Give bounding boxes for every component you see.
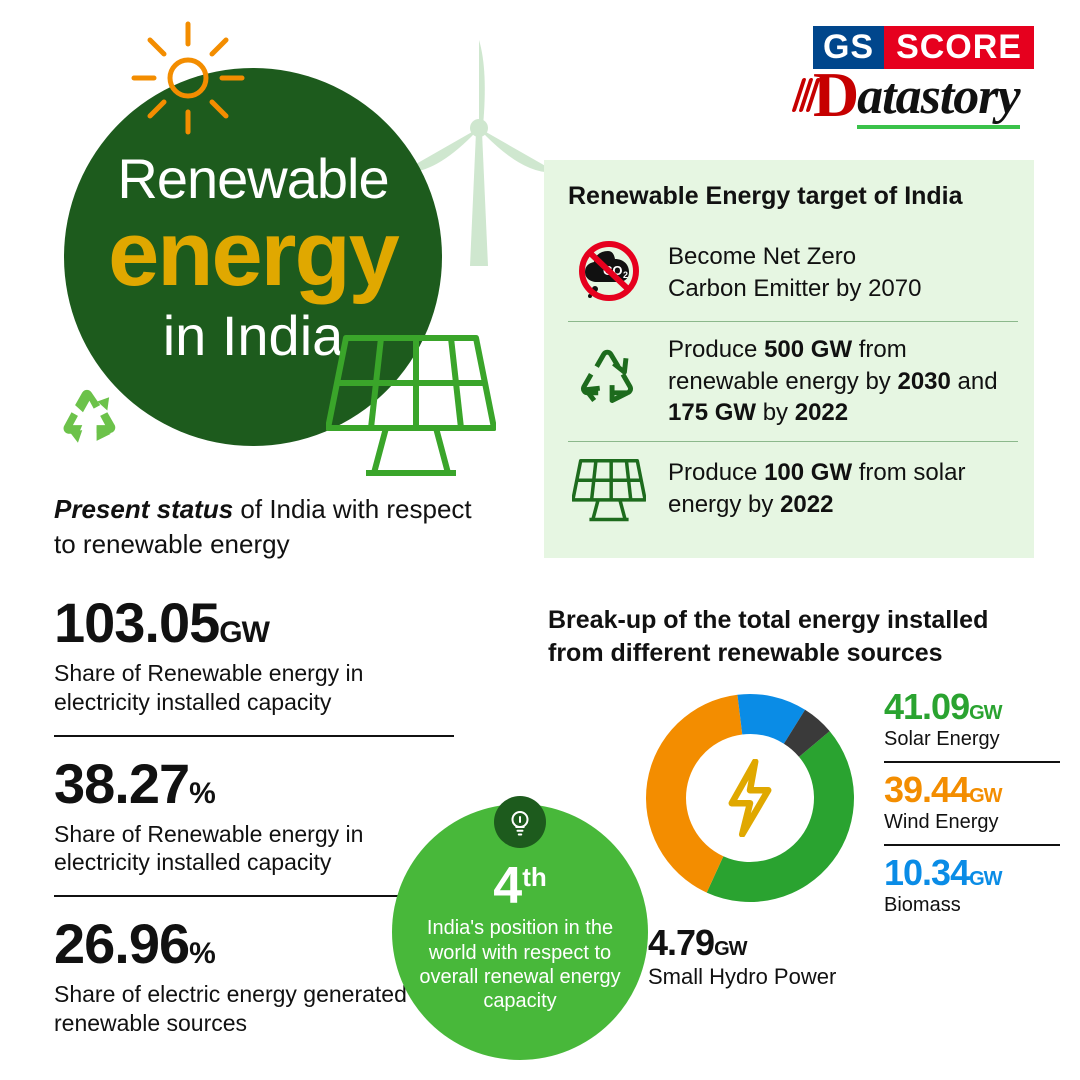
breakup-item: 10.34GW Biomass [884, 844, 1060, 927]
breakup-list: 41.09GW Solar Energy 39.44GW Wind Energy… [884, 680, 1060, 927]
donut-chart [640, 688, 860, 908]
target-row: CO 2 Become Net Zero Carbon Emitter by 2… [568, 225, 1018, 321]
bolt-icon [690, 738, 810, 858]
logo-atastory: atastory [857, 67, 1019, 126]
stat-item: 103.05GW Share of Renewable energy in el… [54, 576, 454, 735]
svg-text:2: 2 [623, 270, 628, 280]
targets-title: Renewable Energy target of India [568, 182, 1018, 211]
target-text: Produce 100 GW from solar energy by 2022 [668, 457, 1014, 520]
breakup-item: 39.44GW Wind Energy [884, 761, 1060, 844]
breakup-title: Break-up of the total energy installed f… [548, 604, 1038, 669]
recycle-icon [50, 380, 136, 466]
logo-stripes-icon [797, 78, 815, 112]
breakup-item: 41.09GW Solar Energy [884, 680, 1060, 761]
bulb-icon [494, 796, 546, 848]
brand-logo: GS SCORE D atastory [813, 26, 1034, 124]
rank-text: India's position in the world with respe… [410, 916, 630, 1014]
target-row: Produce 500 GW from renewable energy by … [568, 321, 1018, 441]
target-text: Produce 500 GW from renewable energy by … [668, 334, 1014, 429]
no-co2-icon: CO 2 [572, 237, 646, 309]
stat-item: 38.27% Share of Renewable energy in elec… [54, 735, 454, 896]
hero-line1: Renewable [117, 146, 388, 211]
sun-icon [128, 18, 248, 138]
hero-line3: in India [163, 303, 344, 368]
hero-line2: energy [108, 217, 398, 292]
solar-panel-small-icon [572, 454, 646, 524]
solar-panel-icon [326, 328, 496, 478]
breakup-hydro: 4.79GW Small Hydro Power [648, 922, 848, 990]
rank-number: 4th [493, 860, 546, 912]
logo-d: D [813, 66, 859, 124]
logo-score: SCORE [884, 26, 1034, 69]
rank-circle: 4th India's position in the world with r… [392, 804, 648, 1060]
targets-panel: Renewable Energy target of India CO 2 Be… [544, 160, 1034, 558]
present-status-heading: Present status of India with respect to … [54, 492, 474, 562]
target-text: Become Net Zero Carbon Emitter by 2070 [668, 241, 921, 304]
recycle-outline-icon [572, 345, 646, 419]
present-stats: 103.05GW Share of Renewable energy in el… [54, 576, 454, 1056]
target-row: Produce 100 GW from solar energy by 2022 [568, 441, 1018, 536]
